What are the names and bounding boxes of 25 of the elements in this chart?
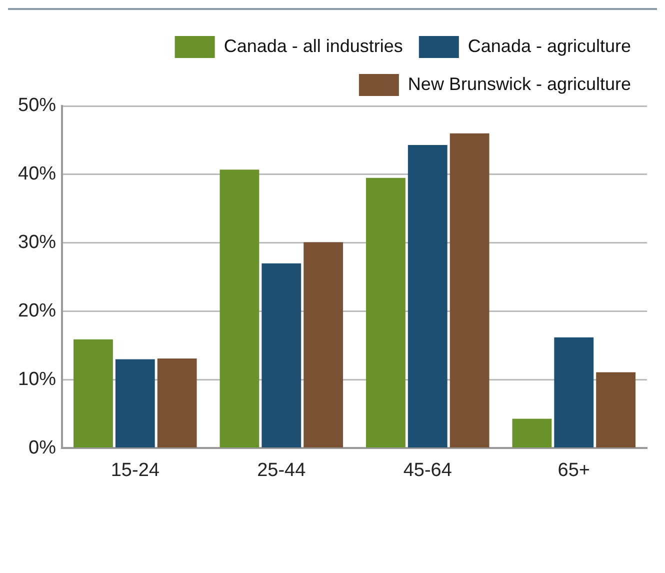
bar [74,339,113,448]
x-tick-label: 65+ [558,460,590,481]
y-tick-label: 20% [18,300,56,322]
bar [157,358,197,448]
x-tick-label: 15-24 [110,460,160,481]
y-tick-label: 10% [18,368,56,390]
bar [408,145,448,448]
bar [262,263,302,448]
bar [220,170,260,448]
x-tick-label: 45-64 [403,460,452,481]
y-tick-label: 40% [18,164,56,185]
y-tick-label: 50% [18,95,56,116]
bar [304,242,344,448]
legend-label: Canada - agriculture [468,36,632,56]
legend-label: New Brunswick - agriculture [408,74,632,94]
x-tick-label: 25-44 [257,460,306,481]
bar [366,178,406,448]
bar [596,372,636,448]
bar [512,418,552,448]
y-tick-label: 0% [28,437,56,458]
y-tick-label: 30% [18,232,56,254]
legend-label: Canada - all industries [224,36,403,56]
bar [115,359,155,448]
bar [554,337,594,448]
bar [450,133,490,448]
